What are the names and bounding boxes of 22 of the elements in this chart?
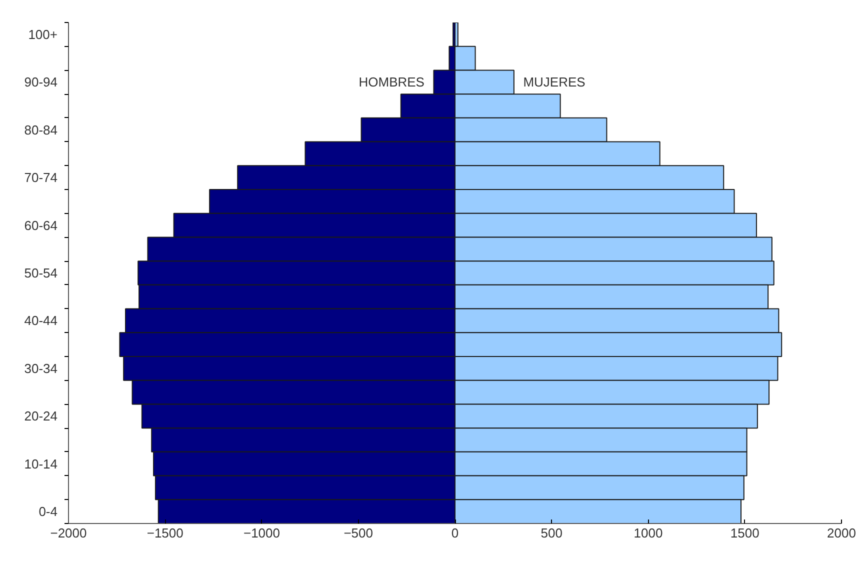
x-tick-label: 2000 (827, 526, 856, 540)
y-tick-label: 40-44 (24, 313, 58, 328)
y-tick-label: 10-14 (24, 456, 58, 472)
y-tick-label: 60-64 (24, 218, 58, 233)
x-tick-label: 500 (540, 526, 562, 540)
y-tick-label: 50-54 (24, 266, 58, 280)
y-tick-label: 70-74 (24, 170, 58, 186)
x-tick-label: −500 (344, 526, 374, 540)
y-tick-label: 20-24 (24, 408, 58, 424)
y-tick-label: 90-94 (24, 74, 58, 90)
x-tick-label: −1000 (243, 526, 280, 540)
x-tick-label: 1000 (634, 526, 663, 540)
y-tick-label: 0-4 (38, 504, 58, 520)
x-tick-label: −1500 (146, 526, 184, 540)
y-tick-label: 100+ (28, 26, 58, 42)
x-tick-label: −2000 (50, 526, 87, 540)
y-tick-label: 30-34 (24, 360, 58, 376)
series-label: MUJERES (523, 74, 586, 90)
series-label: HOMBRES (358, 74, 425, 90)
x-tick-label: 0 (451, 526, 459, 540)
x-tick-label: 1500 (730, 526, 760, 540)
y-tick-label: 80-84 (24, 122, 58, 138)
